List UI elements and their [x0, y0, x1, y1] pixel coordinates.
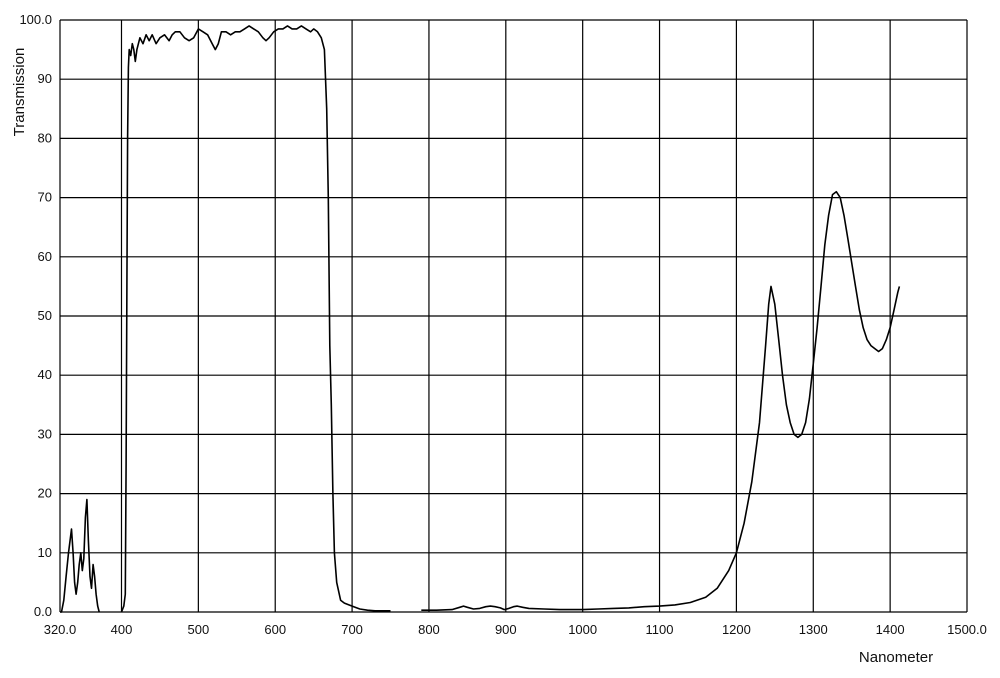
- x-tick-label: 320.0: [44, 622, 77, 637]
- y-tick-label: 20: [38, 486, 52, 501]
- x-tick-labels: 320.0 400 500 600 700 800 900 1000 1100 1200 1300 1…: [44, 622, 987, 637]
- x-tick-label: 1100: [646, 622, 674, 637]
- grid: [59, 19, 968, 613]
- x-tick-label: 1200: [722, 622, 751, 637]
- x-tick-label: 900: [495, 622, 517, 637]
- x-tick-label: 1500.0: [947, 622, 987, 637]
- y-tick-label: 80: [38, 130, 52, 145]
- y-tick-label: 90: [38, 71, 52, 86]
- transmission-curve-segment: [120, 25, 391, 613]
- x-tick-label: 700: [341, 622, 363, 637]
- y-tick-label: 100.0: [19, 12, 52, 27]
- x-tick-label: 800: [418, 622, 440, 637]
- x-axis-title: Nanometer: [859, 649, 933, 666]
- x-tick-label: 400: [111, 622, 133, 637]
- x-tick-label: 1300: [799, 622, 828, 637]
- x-tick-label: 600: [264, 622, 286, 637]
- transmission-curve-segment: [60, 498, 100, 613]
- y-tick-label: 40: [38, 367, 52, 382]
- transmission-curve-segment: [421, 190, 901, 611]
- y-tick-label: 10: [38, 545, 52, 560]
- y-tick-label: 60: [38, 249, 52, 264]
- series-lines: [60, 25, 901, 613]
- x-tick-label: 1400: [876, 622, 905, 637]
- y-tick-label: 0.0: [34, 604, 52, 619]
- y-tick-label: 70: [38, 190, 52, 205]
- y-tick-labels: 0.0 10 20 30 40 50 60 70 80 90 100.0: [19, 12, 52, 619]
- x-tick-label: 500: [188, 622, 210, 637]
- y-axis-title: Transmission: [11, 48, 28, 137]
- y-tick-label: 30: [38, 426, 52, 441]
- x-tick-label: 1000: [568, 622, 597, 637]
- y-tick-label: 50: [38, 308, 52, 323]
